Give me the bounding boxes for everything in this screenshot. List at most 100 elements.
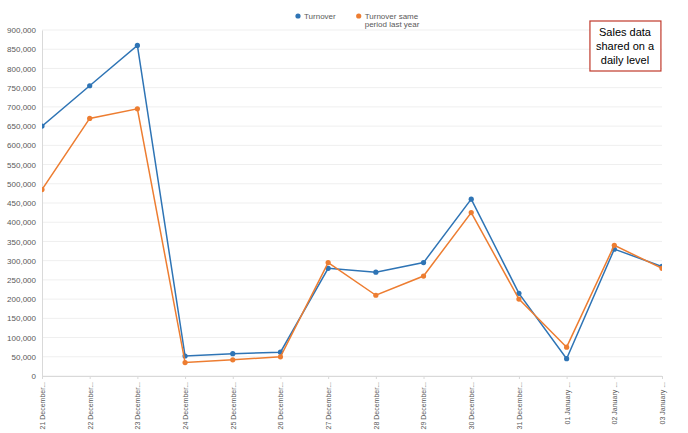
data-point (373, 293, 378, 298)
y-axis-line (42, 31, 43, 377)
x-tick-mark (90, 376, 91, 379)
grid-line (42, 87, 662, 88)
x-tick-mark (662, 376, 663, 379)
x-tick-mark (233, 376, 234, 379)
x-tick-mark (519, 376, 520, 379)
x-tick-mark (42, 376, 43, 379)
annotation-text: Sales datashared on adaily level (596, 26, 655, 66)
x-tick-mark (376, 376, 377, 379)
legend-item: Turnover sameperiod last year (356, 12, 420, 29)
y-tick: 550,000 (7, 161, 42, 170)
x-tick-label: 27 December... (325, 382, 332, 430)
x-tick-label: 24 December... (182, 382, 189, 430)
x-tick: 03 January ... (659, 376, 667, 424)
series-markers (42, 43, 662, 362)
y-tick-label: 650,000 (7, 122, 36, 131)
data-point (42, 187, 45, 192)
data-point (278, 354, 283, 359)
y-tick: 300,000 (7, 257, 42, 266)
series-markers (42, 106, 662, 365)
y-tick: 350,000 (7, 238, 42, 247)
x-tick-label: 01 January ... (564, 382, 572, 424)
y-tick: 150,000 (7, 314, 42, 323)
grid-line (42, 126, 662, 127)
x-tick-label: 28 December... (373, 382, 380, 430)
y-tick-label: 500,000 (7, 180, 36, 189)
y-tick-label: 200,000 (7, 295, 36, 304)
legend-label-line: Turnover (304, 12, 336, 21)
y-tick-label: 50,000 (12, 353, 37, 362)
y-tick-label: 700,000 (7, 103, 36, 112)
grid-line (42, 145, 662, 146)
y-tick: 650,000 (7, 122, 42, 131)
data-point (421, 260, 426, 265)
grid-line (42, 49, 662, 50)
grid (42, 30, 662, 376)
y-tick-label: 450,000 (7, 199, 36, 208)
grid-line (42, 318, 662, 319)
x-tick: 02 January ... (611, 376, 619, 424)
x-tick-label: 25 December... (230, 382, 237, 430)
x-tick-mark (137, 376, 138, 379)
data-point (182, 360, 187, 365)
x-tick-mark (567, 376, 568, 379)
y-tick-label: 150,000 (7, 314, 36, 323)
plot: 0 50,000 100,000 150,000 200,000 250,000 300,0… (7, 26, 667, 429)
grid-line (42, 299, 662, 300)
data-point (87, 83, 92, 88)
y-tick-label: 350,000 (7, 238, 36, 247)
annotation-box (590, 21, 661, 71)
y-tick: 400,000 (7, 218, 42, 227)
x-tick: 01 January ... (564, 376, 572, 424)
x-tick-label: 23 December... (134, 382, 141, 430)
x-tick-label: 30 December... (468, 382, 475, 430)
x-tick: 25 December... (230, 376, 237, 429)
data-point (564, 356, 569, 361)
x-tick: 29 December... (420, 376, 427, 429)
y-tick: 450,000 (7, 199, 42, 208)
x-tick: 24 December... (182, 376, 189, 429)
x-tick-label: 03 January ... (659, 382, 667, 424)
grid-line (42, 183, 662, 184)
y-tick-label: 900,000 (7, 26, 36, 35)
y-tick-label: 550,000 (7, 161, 36, 170)
data-point (516, 297, 521, 302)
x-tick-mark (185, 376, 186, 379)
grid-line (42, 164, 662, 165)
series-group (42, 43, 662, 365)
y-tick-label: 250,000 (7, 276, 36, 285)
grid-line (42, 222, 662, 223)
y-tick: 900,000 (7, 26, 42, 35)
x-tick: 28 December... (373, 376, 380, 429)
y-tick-label: 300,000 (7, 257, 36, 266)
x-tick-mark (471, 376, 472, 379)
y-tick: 50,000 (12, 353, 42, 362)
x-tick: 22 December... (87, 376, 94, 429)
y-tick: 600,000 (7, 141, 42, 150)
legend-label-line: period last year (365, 20, 420, 29)
grid-line (42, 30, 662, 31)
y-tick: 250,000 (7, 276, 42, 285)
data-point (230, 357, 235, 362)
legend-label: Turnover sameperiod last year (365, 12, 420, 29)
x-tick-label: 31 December... (516, 382, 523, 430)
y-axis: 0 50,000 100,000 150,000 200,000 250,000 300,0… (7, 26, 42, 381)
y-tick-label: 0 (32, 372, 37, 381)
series-line (42, 45, 662, 358)
y-tick-label: 750,000 (7, 84, 36, 93)
x-tick: 30 December... (468, 376, 475, 429)
y-tick-label: 400,000 (7, 218, 36, 227)
y-tick: 850,000 (7, 45, 42, 54)
y-tick: 700,000 (7, 103, 42, 112)
legend-swatch (356, 13, 361, 18)
x-axis-line (43, 377, 663, 380)
annotation-line: Sales data (599, 26, 652, 38)
x-tick-label: 29 December... (420, 382, 427, 430)
x-tick-mark (614, 376, 615, 379)
x-tick-label: 02 January ... (611, 382, 619, 424)
x-tick: 26 December... (277, 376, 284, 429)
y-tick: 100,000 (7, 334, 42, 343)
grid-line (42, 337, 662, 338)
annotation-line: daily level (601, 54, 649, 66)
data-point (230, 351, 235, 356)
